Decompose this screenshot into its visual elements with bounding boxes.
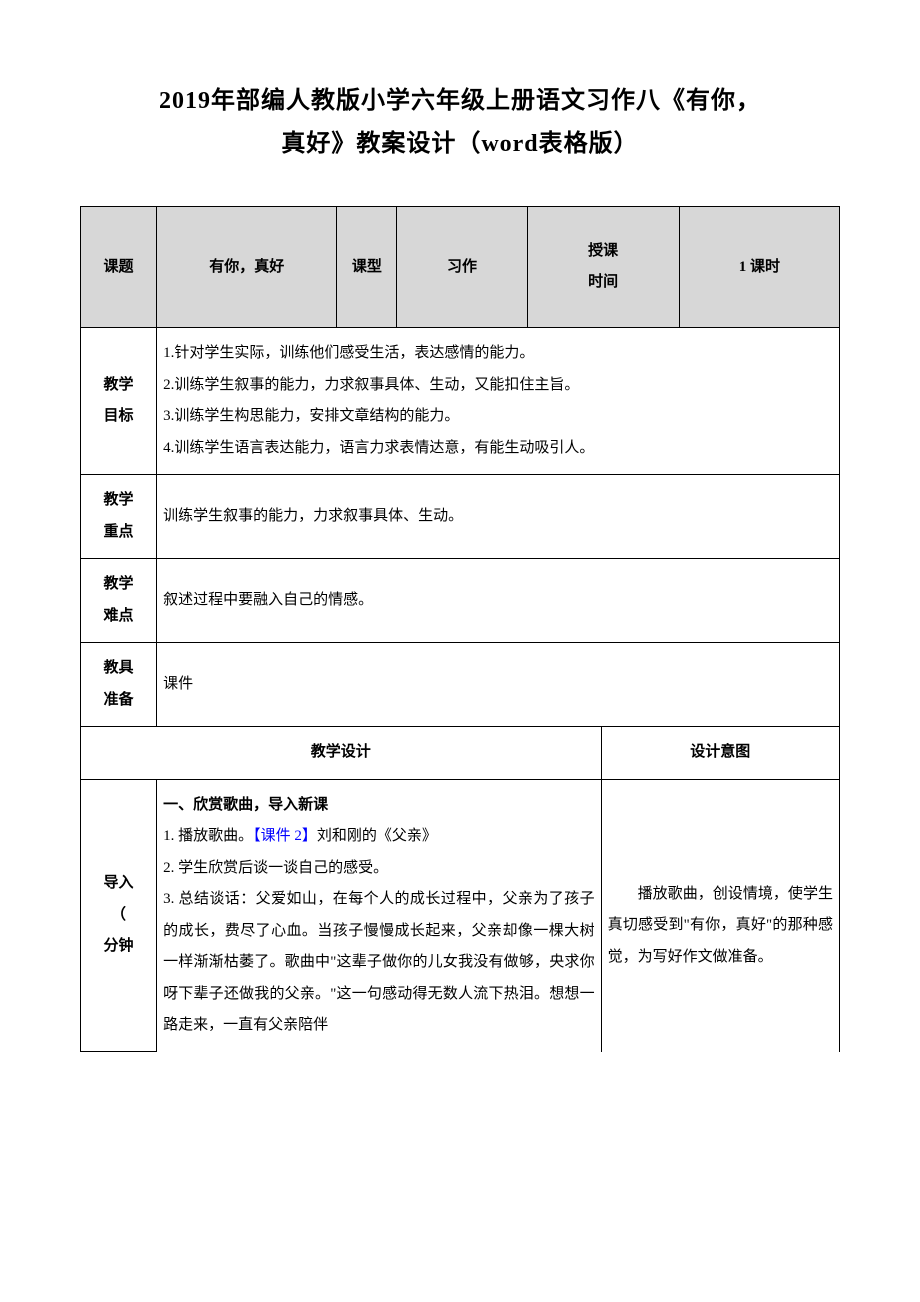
intro-heading: 一、欣赏歌曲，导入新课 — [163, 790, 595, 822]
intro-p1-post: 刘和刚的《父亲》 — [317, 828, 437, 844]
goals-row: 教学 目标 1.针对学生实际，训练他们感受生活，表达感情的能力。 2.训练学生叙… — [81, 328, 840, 475]
tools-label: 教具 准备 — [81, 643, 157, 727]
tools-row: 教具 准备 课件 — [81, 643, 840, 727]
goal-item-2: 2.训练学生叙事的能力，力求叙事具体、生动，又能扣住主旨。 — [163, 370, 833, 402]
intro-p1: 1. 播放歌曲。【课件 2】刘和刚的《父亲》 — [163, 821, 595, 853]
intro-intent-text: 播放歌曲，创设情境，使学生真切感受到"有你，真好"的那种感觉，为写好作文做准备。 — [608, 879, 833, 974]
type-value: 习作 — [397, 207, 527, 328]
tools-label-l2: 准备 — [104, 692, 134, 708]
topic-label: 课题 — [81, 207, 157, 328]
courseware-marker: 【课件 2】 — [253, 828, 317, 844]
goals-content: 1.针对学生实际，训练他们感受生活，表达感情的能力。 2.训练学生叙事的能力，力… — [157, 328, 840, 475]
focus-label-l1: 教学 — [104, 492, 134, 508]
goal-item-3: 3.训练学生构思能力，安排文章结构的能力。 — [163, 401, 833, 433]
lesson-plan-table: 课题 有你，真好 课型 习作 授课 时间 1 课时 教学 目标 1.针对学生实际… — [80, 206, 840, 1052]
time-label-l1: 授课 — [588, 243, 618, 259]
goals-label: 教学 目标 — [81, 328, 157, 475]
intro-p1-pre: 1. 播放歌曲。 — [163, 828, 253, 844]
intro-p2: 2. 学生欣赏后谈一谈自己的感受。 — [163, 853, 595, 885]
header-row: 课题 有你，真好 课型 习作 授课 时间 1 课时 — [81, 207, 840, 328]
goal-item-4: 4.训练学生语言表达能力，语言力求表情达意，有能生动吸引人。 — [163, 433, 833, 465]
time-value: 1 课时 — [679, 207, 839, 328]
design-right-label: 设计意图 — [601, 727, 839, 780]
focus-label-l2: 重点 — [104, 524, 134, 540]
design-header-row: 教学设计 设计意图 — [81, 727, 840, 780]
intro-label-l1: 导入 — [104, 875, 134, 891]
intro-label: 导入 （ 分钟 — [81, 779, 157, 1052]
intro-content: 一、欣赏歌曲，导入新课 1. 播放歌曲。【课件 2】刘和刚的《父亲》 2. 学生… — [157, 779, 602, 1052]
goals-label-l2: 目标 — [104, 408, 134, 424]
topic-value: 有你，真好 — [157, 207, 337, 328]
document-title: 2019年部编人教版小学六年级上册语文习作八《有你， 真好》教案设计（word表… — [80, 80, 840, 166]
goals-label-l1: 教学 — [104, 377, 134, 393]
design-left-label: 教学设计 — [81, 727, 602, 780]
intro-p3: 3. 总结谈话：父爱如山，在每个人的成长过程中，父亲为了孩子的成长，费尽了心血。… — [163, 884, 595, 1042]
difficulty-label-l1: 教学 — [104, 576, 134, 592]
title-line-2: 真好》教案设计（word表格版） — [80, 123, 840, 166]
focus-content: 训练学生叙事的能力，力求叙事具体、生动。 — [157, 475, 840, 559]
time-label: 授课 时间 — [527, 207, 679, 328]
intro-label-l2: （ — [111, 907, 126, 923]
tools-label-l1: 教具 — [104, 660, 134, 676]
difficulty-row: 教学 难点 叙述过程中要融入自己的情感。 — [81, 559, 840, 643]
time-label-l2: 时间 — [588, 274, 618, 290]
intro-intent: 播放歌曲，创设情境，使学生真切感受到"有你，真好"的那种感觉，为写好作文做准备。 — [601, 779, 839, 1052]
title-line-1: 2019年部编人教版小学六年级上册语文习作八《有你， — [80, 80, 840, 123]
difficulty-label-l2: 难点 — [104, 608, 134, 624]
intro-row: 导入 （ 分钟 一、欣赏歌曲，导入新课 1. 播放歌曲。【课件 2】刘和刚的《父… — [81, 779, 840, 1052]
goal-item-1: 1.针对学生实际，训练他们感受生活，表达感情的能力。 — [163, 338, 833, 370]
type-label: 课型 — [337, 207, 397, 328]
intro-label-l3: 分钟 — [104, 938, 134, 954]
difficulty-content: 叙述过程中要融入自己的情感。 — [157, 559, 840, 643]
difficulty-label: 教学 难点 — [81, 559, 157, 643]
tools-content: 课件 — [157, 643, 840, 727]
focus-label: 教学 重点 — [81, 475, 157, 559]
page: 2019年部编人教版小学六年级上册语文习作八《有你， 真好》教案设计（word表… — [0, 0, 920, 1092]
focus-row: 教学 重点 训练学生叙事的能力，力求叙事具体、生动。 — [81, 475, 840, 559]
